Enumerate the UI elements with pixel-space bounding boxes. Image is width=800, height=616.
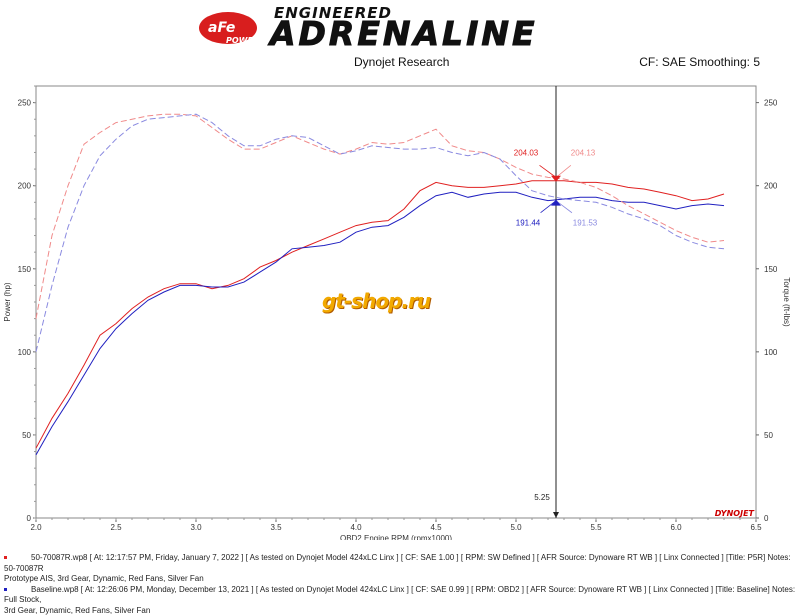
footer-run1-cont: Prototype AIS, 3rd Gear, Dynamic, Red Fa…	[0, 574, 800, 585]
cursor-label: 5.25	[534, 493, 550, 502]
logo-power-text: POWER	[226, 36, 259, 45]
marker-label: 204.13	[571, 148, 596, 157]
marker-label: 204.03	[514, 148, 539, 157]
footer: 50-70087R.wp8 [ At: 12:17:57 PM, Friday,…	[0, 553, 800, 616]
x-tick-label: 5.0	[510, 523, 522, 532]
y-tick-label-right: 250	[764, 99, 778, 108]
subtitle-left: Dynojet Research	[354, 55, 449, 69]
footer-run1-text: 50-70087R.wp8 [ At: 12:17:57 PM, Friday,…	[4, 553, 791, 573]
x-tick-label: 5.5	[590, 523, 602, 532]
subtitle-right: CF: SAE Smoothing: 5	[639, 55, 760, 69]
x-tick-label: 3.0	[190, 523, 202, 532]
header: aFe POWER ENGINEERED ADRENALINE Dynojet …	[0, 0, 800, 52]
y-tick-label-left: 250	[18, 99, 32, 108]
y-tick-label-left: 150	[18, 265, 32, 274]
x-axis-label: OBD2 Engine RPM (rpmx1000)	[340, 534, 452, 540]
y-tick-label-left: 0	[27, 514, 32, 523]
y-tick-label-left: 200	[18, 182, 32, 191]
footer-run2-text: Baseline.wp8 [ At: 12:26:06 PM, Monday, …	[4, 585, 795, 605]
x-tick-label: 2.5	[110, 523, 122, 532]
x-tick-label: 4.0	[350, 523, 362, 532]
footer-run1-cont-text: Prototype AIS, 3rd Gear, Dynamic, Red Fa…	[4, 574, 204, 583]
x-tick-label: 3.5	[270, 523, 282, 532]
y-tick-label-right: 100	[764, 348, 778, 357]
marker-label: 191.53	[573, 219, 598, 228]
run1-color-marker	[4, 556, 7, 559]
run2-color-marker	[4, 588, 7, 591]
footer-run2-cont: 3rd Gear, Dynamic, Red Fans, Silver Fan	[0, 606, 800, 616]
dynojet-logo: DYNOJET	[715, 509, 755, 518]
y-tick-label-left: 50	[22, 431, 31, 440]
x-tick-label: 6.0	[670, 523, 682, 532]
logo-afe-text: aFe	[208, 20, 235, 36]
footer-run2-cont-text: 3rd Gear, Dynamic, Red Fans, Silver Fan	[4, 606, 150, 615]
x-tick-label: 6.5	[750, 523, 762, 532]
footer-run1: 50-70087R.wp8 [ At: 12:17:57 PM, Friday,…	[0, 553, 800, 574]
y-axis-label-right: Torque (ft-lbs)	[782, 277, 791, 327]
x-tick-label: 2.0	[30, 523, 42, 532]
x-tick-label: 4.5	[430, 523, 442, 532]
brand-main-text: ADRENALINE	[270, 14, 538, 53]
marker-label: 191.44	[516, 219, 541, 228]
y-tick-label-right: 200	[764, 182, 778, 191]
footer-run2: Baseline.wp8 [ At: 12:26:06 PM, Monday, …	[0, 585, 800, 606]
watermark: gt-shop.ru	[322, 289, 430, 313]
y-axis-label-left: Power (hp)	[3, 282, 12, 321]
y-tick-label-left: 100	[18, 348, 32, 357]
y-tick-label-right: 150	[764, 265, 778, 274]
y-tick-label-right: 50	[764, 431, 773, 440]
afe-power-logo: aFe POWER	[198, 8, 268, 48]
y-tick-label-right: 0	[764, 514, 769, 523]
